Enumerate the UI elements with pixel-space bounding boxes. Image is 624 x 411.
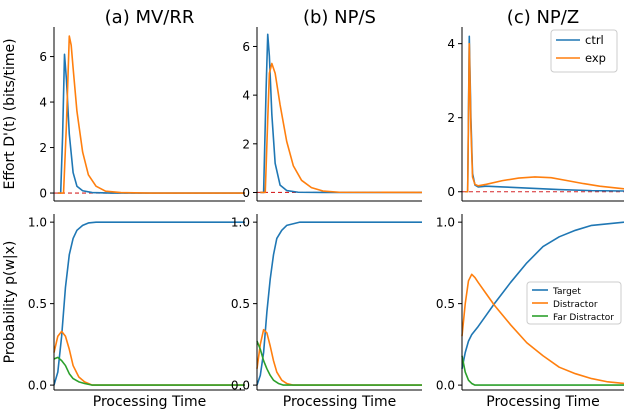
panel-title: (c) NP/Z: [507, 7, 579, 28]
series-line-exp: [260, 62, 423, 194]
y-axis-label: Effort D'(t) (bits/time): [2, 38, 18, 189]
panel-title: (a) MV/RR: [105, 7, 195, 28]
y-tick-label: 6: [242, 40, 250, 54]
y-tick-label: 0.0: [436, 379, 455, 393]
y-tick-label: 0: [39, 187, 47, 201]
panel-a-bottom: 0.0 0.5 1.0 Probability p(w|x) Processing Ti…: [2, 214, 245, 410]
x-axis-label: Processing Time: [486, 394, 599, 410]
y-tick-label: 1.0: [231, 216, 250, 230]
x-axis-label: Processing Time: [283, 394, 396, 410]
series-line-distractor: [256, 328, 422, 386]
panel-c-bottom: 0.0 0.5 1.0 Processing Time Target Distractor…: [436, 214, 624, 410]
y-tick-label: 2: [242, 137, 250, 151]
legend-label: ctrl: [585, 33, 604, 47]
panel-title: (b) NP/S: [303, 7, 376, 28]
y-tick-label: 2: [39, 141, 47, 155]
legend-label: exp: [585, 51, 606, 65]
series-line-distractor: [53, 330, 245, 386]
series-line-far-distractor: [256, 340, 422, 386]
series-line-ctrl: [57, 53, 245, 194]
y-tick-label: 4: [39, 96, 47, 110]
y-tick-label: 0.0: [28, 379, 47, 393]
y-tick-label: 0.5: [436, 297, 455, 311]
series-line-target: [256, 221, 422, 386]
y-tick-label: 0.0: [231, 379, 250, 393]
legend-frame: [526, 281, 622, 325]
legend: Target Distractor Far Distractor: [526, 281, 622, 325]
panel-b-bottom: 0.0 0.5 1.0 Processing Time: [231, 214, 422, 410]
series-line-exp: [465, 42, 624, 193]
legend-label: Target: [552, 287, 581, 297]
series-line-target: [53, 221, 245, 386]
series-line-distractor: [461, 273, 624, 385]
panel-a-top: (a) MV/RR 0 2 4 6 Effort D'(t) (bits/time): [2, 7, 245, 202]
panel-c-top: (c) NP/Z 0 2 4 ctrl exp: [447, 7, 624, 202]
x-axis-label: Processing Time: [93, 394, 206, 410]
y-tick-label: 0: [447, 185, 455, 199]
series-line-target: [461, 221, 624, 369]
series-line-ctrl: [465, 35, 624, 193]
y-tick-label: 6: [39, 50, 47, 64]
series-line-far-distractor: [53, 356, 245, 386]
series-line-exp: [57, 35, 245, 194]
y-tick-label: 0.5: [28, 297, 47, 311]
legend-label: Far Distractor: [553, 313, 614, 323]
legend-label: Distractor: [553, 300, 598, 310]
panel-b-top: (b) NP/S 0 2 4 6: [242, 7, 423, 202]
y-tick-label: 0.5: [231, 297, 250, 311]
y-tick-label: 0: [242, 186, 250, 200]
series-line-ctrl: [260, 33, 422, 194]
y-tick-label: 1.0: [436, 216, 455, 230]
y-tick-label: 4: [447, 37, 455, 51]
legend-frame: [550, 29, 618, 73]
panels-group: (a) MV/RR 0 2 4 6 Effort D'(t) (bits/time) (b)…: [2, 7, 624, 410]
y-axis-label: Probability p(w|x): [2, 241, 18, 364]
y-tick-label: 1.0: [28, 216, 47, 230]
y-tick-label: 4: [242, 89, 250, 103]
legend: ctrl exp: [550, 29, 618, 73]
y-tick-label: 2: [447, 111, 455, 125]
series-line-far-distractor: [461, 355, 624, 386]
